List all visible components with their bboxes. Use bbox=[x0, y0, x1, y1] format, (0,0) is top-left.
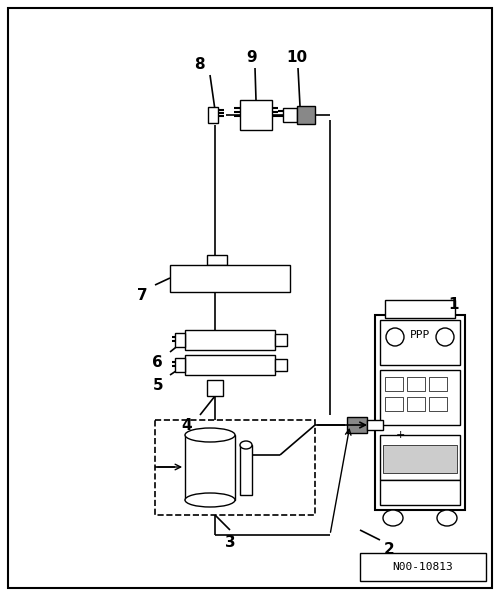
Bar bbox=[207, 380, 223, 396]
Bar bbox=[185, 355, 275, 375]
Ellipse shape bbox=[437, 510, 457, 526]
Text: 10: 10 bbox=[286, 50, 308, 65]
Bar bbox=[185, 330, 275, 350]
Bar bbox=[385, 300, 455, 318]
Text: 8: 8 bbox=[194, 57, 205, 72]
Text: +: + bbox=[396, 430, 404, 440]
Bar bbox=[170, 265, 290, 292]
Text: 1: 1 bbox=[448, 297, 458, 312]
Text: 5: 5 bbox=[152, 378, 163, 393]
Bar bbox=[407, 397, 425, 411]
Bar bbox=[385, 397, 403, 411]
Ellipse shape bbox=[436, 328, 454, 346]
Bar bbox=[429, 397, 447, 411]
Bar bbox=[275, 359, 287, 371]
Text: -: - bbox=[438, 430, 442, 440]
Bar bbox=[175, 333, 185, 347]
Bar bbox=[347, 417, 367, 433]
Text: N00-10813: N00-10813 bbox=[392, 562, 454, 572]
Text: 6: 6 bbox=[152, 355, 163, 370]
Bar bbox=[175, 358, 185, 372]
Bar bbox=[385, 377, 403, 391]
Text: 7: 7 bbox=[138, 288, 148, 303]
Text: 3: 3 bbox=[225, 535, 235, 550]
Text: 2: 2 bbox=[384, 542, 395, 557]
Ellipse shape bbox=[185, 493, 235, 507]
Bar bbox=[207, 255, 227, 265]
Bar bbox=[275, 334, 287, 346]
Bar bbox=[155, 420, 315, 515]
Bar bbox=[407, 377, 425, 391]
Bar bbox=[208, 107, 218, 123]
Ellipse shape bbox=[383, 510, 403, 526]
Bar bbox=[429, 377, 447, 391]
Bar bbox=[185, 435, 235, 500]
Bar bbox=[380, 480, 460, 505]
Text: 4: 4 bbox=[182, 418, 192, 433]
Text: 9: 9 bbox=[246, 50, 258, 65]
Bar bbox=[383, 445, 457, 473]
Bar bbox=[380, 370, 460, 425]
Bar bbox=[360, 553, 486, 581]
Bar bbox=[297, 106, 315, 124]
Bar bbox=[380, 320, 460, 365]
Bar bbox=[240, 100, 272, 130]
Bar bbox=[375, 315, 465, 510]
Text: PPP: PPP bbox=[410, 330, 430, 340]
Bar bbox=[367, 420, 383, 430]
Ellipse shape bbox=[386, 328, 404, 346]
Ellipse shape bbox=[240, 441, 252, 449]
Ellipse shape bbox=[185, 428, 235, 442]
Bar bbox=[283, 108, 297, 122]
Bar bbox=[380, 435, 460, 480]
Bar bbox=[240, 445, 252, 495]
